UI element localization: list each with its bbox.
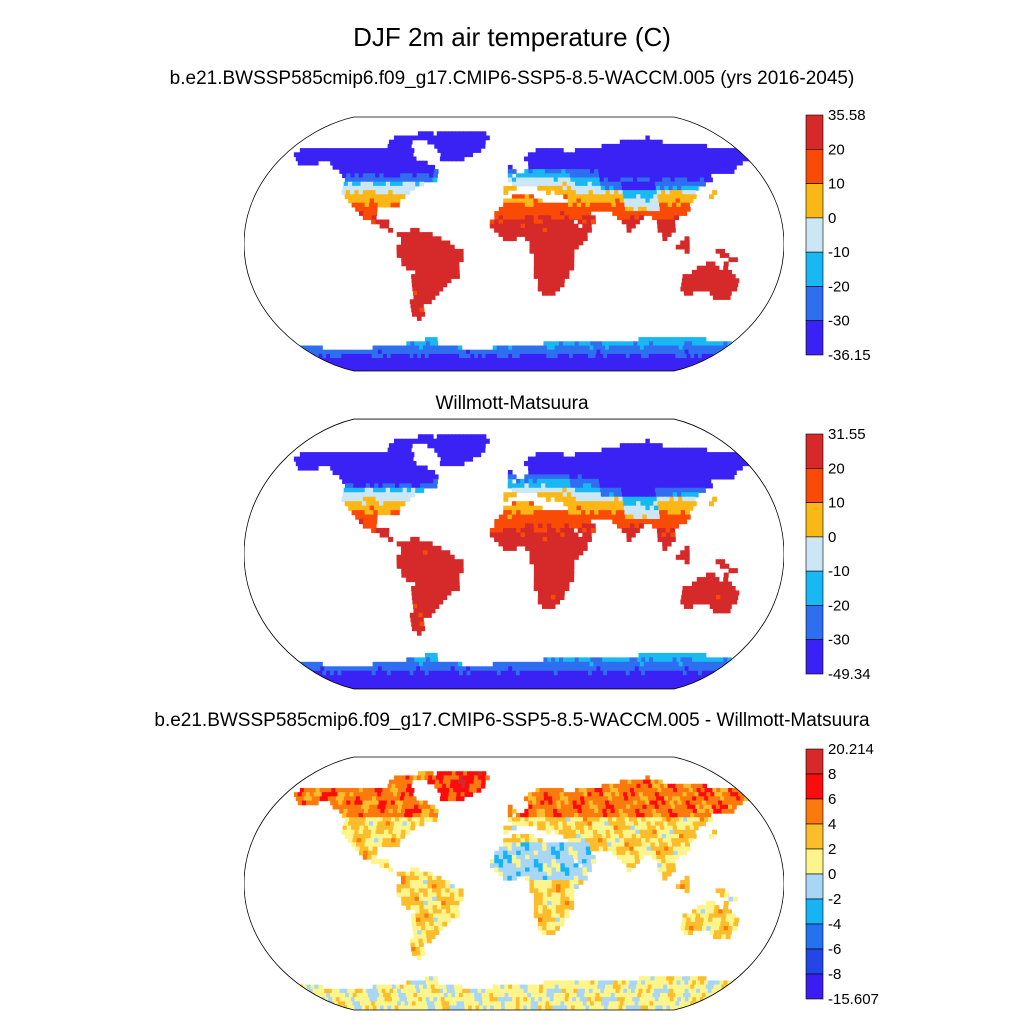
colorbar-1-swatch-2	[805, 183, 824, 219]
panel-3-title: b.e21.BWSSP585cmip6.f09_g17.CMIP6-SSP5-8…	[154, 710, 870, 731]
colorbar-1-swatch-6	[805, 320, 824, 356]
map-panel-3	[244, 756, 784, 1011]
colorbar-2-label-6: -30	[828, 632, 850, 649]
colorbar-2-swatch-5	[805, 605, 824, 640]
map-outline	[244, 116, 784, 372]
colorbar-1-swatch-0	[805, 114, 824, 150]
main-title: DJF 2m air temperature (C)	[353, 22, 671, 52]
colorbar-1-label-6: -30	[828, 313, 850, 330]
colorbar-3-label-1: 8	[828, 766, 836, 783]
colorbar-2-label-1: 20	[828, 460, 845, 477]
map-panel-2	[244, 418, 784, 690]
colorbar-3-label-6: -2	[828, 891, 841, 908]
colorbar-1-swatch-5	[805, 286, 824, 321]
colorbar-3-swatch-4	[805, 848, 824, 875]
colorbar-2-label-3: 0	[828, 529, 836, 546]
colorbar-3-label-5: 0	[828, 866, 836, 883]
land-cells	[281, 434, 757, 689]
colorbar-3: 20.214 8 6 4 2 0 -2 -4 -6 -8 -15.607	[805, 741, 879, 1008]
colorbar-2-swatch-6	[805, 639, 824, 675]
colorbar-3-label-2: 6	[828, 791, 836, 808]
colorbar-1-label-4: -10	[828, 244, 850, 261]
colorbar-2-swatch-3	[805, 536, 824, 572]
land-cells	[281, 771, 757, 1011]
colorbar-1-label-5: -20	[828, 278, 850, 295]
colorbar-1-swatch-1	[805, 148, 824, 184]
colorbar-2-label-7: -49.34	[828, 666, 871, 683]
colorbar-3-label-10: -15.607	[828, 991, 879, 1008]
colorbar-3-label-0: 20.214	[828, 741, 874, 758]
colorbar-3-label-4: 2	[828, 841, 836, 858]
colorbar-3-swatch-3	[805, 823, 824, 850]
map-panel-1	[244, 116, 784, 372]
colorbar-3-label-3: 4	[828, 816, 836, 833]
colorbar-2: 31.55 20 10 0 -10 -20 -30 -49.34	[805, 426, 871, 683]
colorbar-2-swatch-4	[805, 570, 824, 606]
colorbar-2-swatch-1	[805, 467, 824, 503]
colorbar-2-label-5: -20	[828, 597, 850, 614]
map-outline	[244, 756, 784, 1011]
colorbar-3-swatch-0	[805, 748, 824, 775]
colorbar-3-label-9: -8	[828, 966, 841, 983]
colorbar-3-swatch-7	[805, 923, 824, 950]
colorbar-1-swatch-4	[805, 251, 824, 287]
colorbar-3-swatch-2	[805, 798, 824, 825]
colorbar-1-label-1: 20	[828, 141, 845, 158]
land-cells	[281, 131, 757, 371]
colorbar-2-label-2: 10	[828, 495, 845, 512]
colorbar-3-swatch-5	[805, 873, 824, 900]
colorbar-3-swatch-1	[805, 773, 824, 800]
colorbar-1: 35.58 20 10 0 -10 -20 -30 -36.15	[805, 107, 871, 364]
colorbar-1-label-7: -36.15	[828, 347, 871, 364]
panel-1-title: b.e21.BWSSP585cmip6.f09_g17.CMIP6-SSP5-8…	[169, 68, 855, 89]
colorbar-2-swatch-2	[805, 502, 824, 538]
colorbar-1-label-0: 35.58	[828, 107, 866, 124]
colorbar-1-label-2: 10	[828, 176, 845, 193]
colorbar-1-label-3: 0	[828, 210, 836, 227]
colorbar-3-swatch-9	[805, 973, 824, 1000]
colorbar-3-label-7: -4	[828, 916, 841, 933]
map-outline	[244, 418, 784, 690]
colorbar-2-swatch-0	[805, 433, 824, 469]
colorbar-1-swatch-3	[805, 217, 824, 253]
colorbar-3-label-8: -6	[828, 941, 841, 958]
colorbar-3-swatch-8	[805, 948, 824, 975]
colorbar-2-label-0: 31.55	[828, 426, 866, 443]
panel-2-title: Willmott-Matsuura	[435, 393, 589, 414]
colorbar-3-swatch-6	[805, 898, 824, 925]
colorbar-2-label-4: -10	[828, 563, 850, 580]
